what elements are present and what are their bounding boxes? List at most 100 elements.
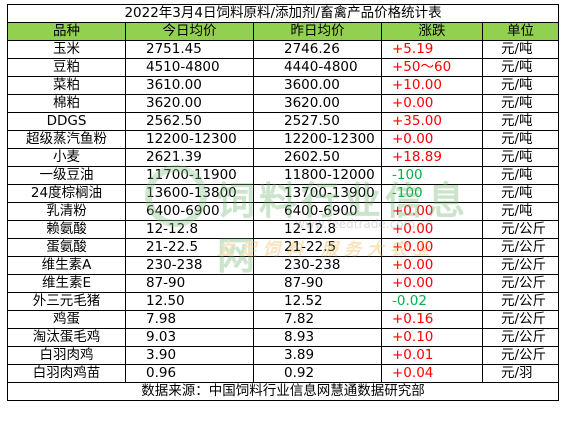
cell-change: +0.00 xyxy=(381,202,483,221)
cell-today: 12200-12300 xyxy=(125,130,254,149)
cell-change: +18.89 xyxy=(381,148,483,167)
cell-name: 菜粕 xyxy=(7,76,126,95)
table-row: 小麦 2621.39 2602.50 +18.89 元/吨 xyxy=(7,148,560,167)
source-row: 数据来源：中国饲料行业信息网慧通数据研究部 xyxy=(6,382,560,401)
cell-today: 3610.00 xyxy=(125,76,254,95)
cell-yesterday: 230-238 xyxy=(253,256,382,275)
cell-change: +0.10 xyxy=(381,328,483,347)
cell-today: 87-90 xyxy=(125,274,254,293)
table-row: 棉粕 3620.00 3620.00 +0.00 元/吨 xyxy=(7,94,560,113)
cell-unit: 元/吨 xyxy=(481,40,560,59)
table-row: 白羽肉鸡苗 0.96 0.92 +0.04 元/羽 xyxy=(7,364,560,383)
table-row: 鸡蛋 7.98 7.82 +0.16 元/公斤 xyxy=(7,310,560,329)
cell-today: 2621.39 xyxy=(125,148,254,167)
cell-yesterday: 8.93 xyxy=(253,328,382,347)
cell-change: +0.00 xyxy=(381,238,483,257)
cell-yesterday: 2602.50 xyxy=(253,148,382,167)
cell-yesterday: 2746.26 xyxy=(253,40,382,59)
cell-yesterday: 3620.00 xyxy=(253,94,382,113)
table-row: 一级豆油 11700-11900 11800-12000 -100 元/吨 xyxy=(7,166,560,185)
header-unit: 单位 xyxy=(481,22,560,41)
cell-today: 9.03 xyxy=(125,328,254,347)
header-today: 今日均价 xyxy=(125,22,254,41)
cell-unit: 元/公斤 xyxy=(481,328,560,347)
cell-unit: 元/吨 xyxy=(481,112,560,131)
cell-name: 白羽肉鸡 xyxy=(7,346,126,365)
cell-today: 12.50 xyxy=(125,292,254,311)
cell-change: -0.02 xyxy=(381,292,483,311)
table-row: 赖氨酸 12-12.8 12-12.8 +0.00 元/公斤 xyxy=(7,220,560,239)
cell-yesterday: 87-90 xyxy=(253,274,382,293)
title-row: 2022年3月4日饲料原料/添加剂/畜禽产品价格统计表 xyxy=(6,4,560,23)
table-row: 24度棕榈油 13600-13800 13700-13900 -100 元/吨 xyxy=(7,184,560,203)
cell-yesterday: 3600.00 xyxy=(253,76,382,95)
cell-today: 11700-11900 xyxy=(125,166,254,185)
cell-unit: 元/吨 xyxy=(481,184,560,203)
cell-today: 230-238 xyxy=(125,256,254,275)
cell-unit: 元/公斤 xyxy=(481,310,560,329)
cell-yesterday: 12200-12300 xyxy=(253,130,382,149)
cell-today: 13600-13800 xyxy=(125,184,254,203)
cell-yesterday: 11800-12000 xyxy=(253,166,382,185)
cell-change: +0.16 xyxy=(381,310,483,329)
cell-unit: 元/公斤 xyxy=(481,256,560,275)
cell-unit: 元/公斤 xyxy=(481,220,560,239)
cell-name: 鸡蛋 xyxy=(7,310,126,329)
cell-unit: 元/吨 xyxy=(481,202,560,221)
cell-today: 3.90 xyxy=(125,346,254,365)
header-row: 品种 今日均价 昨日均价 涨跌 单位 xyxy=(7,22,560,41)
cell-name: 24度棕榈油 xyxy=(7,184,126,203)
cell-change: +0.04 xyxy=(381,364,483,383)
cell-today: 2751.45 xyxy=(125,40,254,59)
cell-name: 赖氨酸 xyxy=(7,220,126,239)
table-row: 蛋氨酸 21-22.5 21-22.5 +0.00 元/公斤 xyxy=(7,238,560,257)
cell-unit: 元/吨 xyxy=(481,148,560,167)
cell-today: 12-12.8 xyxy=(125,220,254,239)
cell-change: -100 xyxy=(381,166,483,185)
table-row: 淘汰蛋毛鸡 9.03 8.93 +0.10 元/公斤 xyxy=(7,328,560,347)
cell-change: +0.00 xyxy=(381,274,483,293)
cell-unit: 元/吨 xyxy=(481,76,560,95)
cell-name: 淘汰蛋毛鸡 xyxy=(7,328,126,347)
cell-yesterday: 12-12.8 xyxy=(253,220,382,239)
cell-name: 维生素E xyxy=(7,274,126,293)
cell-today: 2562.50 xyxy=(125,112,254,131)
cell-change: +10.00 xyxy=(381,76,483,95)
cell-today: 21-22.5 xyxy=(125,238,254,257)
cell-change: +0.00 xyxy=(381,94,483,113)
table-row: 玉米 2751.45 2746.26 +5.19 元/吨 xyxy=(7,40,560,59)
cell-unit: 元/吨 xyxy=(481,58,560,77)
cell-yesterday: 3.89 xyxy=(253,346,382,365)
cell-today: 3620.00 xyxy=(125,94,254,113)
cell-name: 外三元毛猪 xyxy=(7,292,126,311)
cell-name: 玉米 xyxy=(7,40,126,59)
cell-today: 4510-4800 xyxy=(125,58,254,77)
header-change: 涨跌 xyxy=(381,22,483,41)
table-title: 2022年3月4日饲料原料/添加剂/畜禽产品价格统计表 xyxy=(6,4,560,23)
cell-unit: 元/羽 xyxy=(481,364,560,383)
cell-today: 7.98 xyxy=(125,310,254,329)
cell-name: 白羽肉鸡苗 xyxy=(7,364,126,383)
cell-name: 豆粕 xyxy=(7,58,126,77)
cell-name: 一级豆油 xyxy=(7,166,126,185)
cell-change: +5.19 xyxy=(381,40,483,59)
cell-yesterday: 2527.50 xyxy=(253,112,382,131)
cell-unit: 元/吨 xyxy=(481,166,560,185)
cell-change: +0.00 xyxy=(381,256,483,275)
cell-change: +50～60 xyxy=(381,58,483,77)
table-row: 外三元毛猪 12.50 12.52 -0.02 元/公斤 xyxy=(7,292,560,311)
cell-unit: 元/公斤 xyxy=(481,346,560,365)
cell-today: 6400-6900 xyxy=(125,202,254,221)
cell-name: 超级蒸汽鱼粉 xyxy=(7,130,126,149)
cell-change: +0.01 xyxy=(381,346,483,365)
cell-change: +35.00 xyxy=(381,112,483,131)
cell-yesterday: 13700-13900 xyxy=(253,184,382,203)
cell-name: 蛋氨酸 xyxy=(7,238,126,257)
table-row: 白羽肉鸡 3.90 3.89 +0.01 元/公斤 xyxy=(7,346,560,365)
table-row: 超级蒸汽鱼粉 12200-12300 12200-12300 +0.00 元/吨 xyxy=(7,130,560,149)
table-row: 乳清粉 6400-6900 6400-6900 +0.00 元/吨 xyxy=(7,202,560,221)
cell-yesterday: 4440-4800 xyxy=(253,58,382,77)
source-note: 数据来源：中国饲料行业信息网慧通数据研究部 xyxy=(6,382,560,401)
cell-name: DDGS xyxy=(7,112,126,131)
